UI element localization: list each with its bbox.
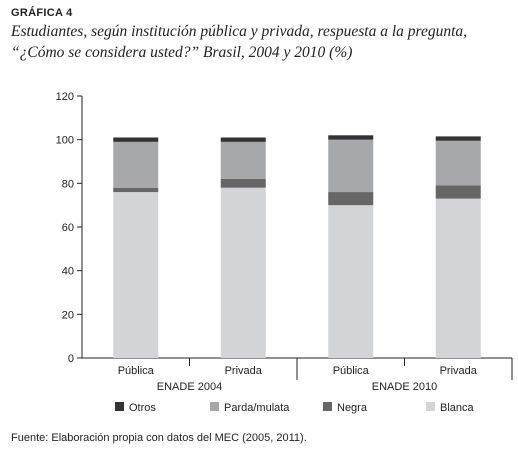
y-tick-label: 80 (62, 178, 74, 190)
bar-segment-parda-mulata (328, 139, 374, 193)
x-tick-label: Privada (225, 365, 263, 377)
y-tick-label: 100 (56, 135, 74, 147)
group-label: ENADE 2010 (372, 381, 437, 393)
legend-label: Otros (129, 402, 156, 414)
bar-segment-blanca (113, 192, 159, 358)
bar-segment-parda-mulata (435, 140, 481, 186)
bar-segment-otros (435, 136, 481, 141)
y-tick-label: 0 (68, 353, 74, 365)
chart-title-line-2: “¿Cómo se considera usted?” Brasil, 2004… (11, 44, 353, 61)
figure-label: GRÁFICA 4 (11, 7, 73, 19)
x-tick-label: Pública (118, 365, 155, 377)
source-note: Fuente: Elaboración propia con datos del… (11, 432, 307, 444)
chart-title-line-1: Estudiantes, según institución pública y… (11, 23, 468, 40)
bar-segment-otros (113, 137, 159, 142)
bar-segment-negra (328, 192, 374, 206)
bar-segment-blanca (328, 205, 374, 358)
bar-segment-parda-mulata (113, 141, 159, 188)
x-tick-label: Pública (333, 365, 370, 377)
legend-swatch (323, 402, 332, 411)
y-tick-label: 40 (62, 266, 74, 278)
y-tick-label: 120 (56, 91, 74, 103)
bar-segment-parda-mulata (220, 141, 266, 179)
bar-segment-negra (113, 187, 159, 193)
legend-label: Parda/mulata (224, 402, 290, 414)
bar-segment-negra (220, 178, 266, 188)
bar-segment-negra (435, 185, 481, 199)
y-tick-label: 20 (62, 309, 74, 321)
bar-segment-otros (220, 137, 266, 142)
bar-segment-otros (328, 135, 374, 140)
legend-label: Negra (337, 402, 368, 414)
x-tick-label: Privada (440, 365, 478, 377)
bar-segment-blanca (435, 198, 481, 358)
bar-segment-blanca (220, 187, 266, 358)
legend-label: Blanca (440, 402, 475, 414)
legend-swatch (210, 402, 219, 411)
y-tick-label: 60 (62, 222, 74, 234)
group-label: ENADE 2004 (157, 381, 222, 393)
legend-swatch (115, 402, 124, 411)
legend-swatch (426, 402, 435, 411)
